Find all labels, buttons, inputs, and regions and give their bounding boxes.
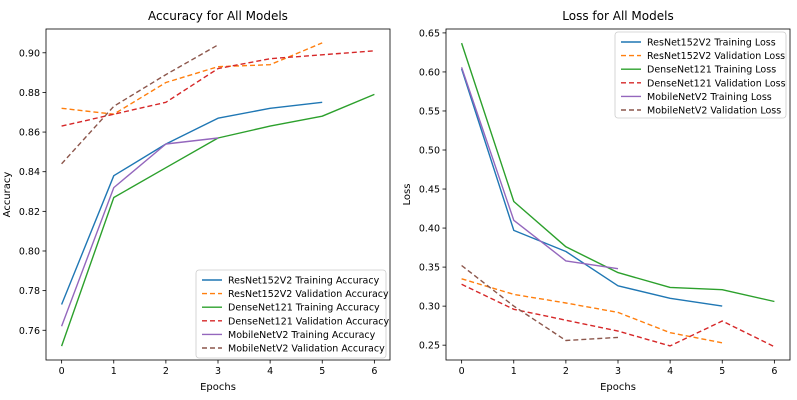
y-tick-label: 0.82 <box>19 207 40 218</box>
x-tick-label: 3 <box>215 366 221 377</box>
y-tick-label: 0.78 <box>19 286 40 297</box>
x-tick-label: 0 <box>459 366 465 377</box>
legend-box <box>195 269 387 359</box>
series-line-5 <box>61 44 219 165</box>
series-line-1 <box>61 42 323 115</box>
legend-label-1: ResNet152V2 Validation Accuracy <box>228 289 389 300</box>
legend-label-2: DenseNet121 Training Loss <box>647 65 776 76</box>
y-tick-label: 0.90 <box>19 48 40 59</box>
series-line-1 <box>461 278 723 344</box>
legend-label-4: MobileNetV2 Training Loss <box>647 92 772 103</box>
series-line-0 <box>60 101 323 305</box>
legend-label-1: ResNet152V2 Validation Loss <box>647 51 785 62</box>
y-tick-label: 0.25 <box>419 341 440 352</box>
x-tick-label: 4 <box>267 366 273 377</box>
x-tick-label: 3 <box>615 366 621 377</box>
legend-label-3: DenseNet121 Validation Loss <box>647 78 786 89</box>
series-line-3 <box>461 283 775 348</box>
x-tick-label: 1 <box>511 366 517 377</box>
loss-chart: Loss for All Models 0 1 2 3 4 5 6 0.25 0.30 0.35 0.… <box>402 9 791 393</box>
y-tick-label: 0.80 <box>19 246 40 257</box>
y-tick-label: 0.88 <box>19 88 40 99</box>
chart-title: Loss for All Models <box>562 9 673 23</box>
y-tick-label: 0.84 <box>19 167 40 178</box>
x-tick-label: 2 <box>163 366 169 377</box>
y-tick-label: 0.60 <box>419 67 440 78</box>
y-tick-label: 0.30 <box>419 302 440 313</box>
y-tick-label: 0.50 <box>419 146 440 157</box>
legend-label-0: ResNet152V2 Training Accuracy <box>228 276 380 287</box>
y-tick-label: 0.76 <box>19 326 40 337</box>
chart-title: Accuracy for All Models <box>148 9 288 23</box>
legend: ResNet152V2 Training Accuracy ResNet152V2… <box>195 269 389 359</box>
legend-box <box>614 31 787 119</box>
series-line-2 <box>460 42 775 303</box>
series-line-5 <box>461 264 619 342</box>
legend-label-3: DenseNet121 Validation Accuracy <box>228 316 389 327</box>
y-tick-label: 0.86 <box>19 128 40 139</box>
legend-label-5: MobileNetV2 Validation Accuracy <box>228 344 385 355</box>
y-tick-label: 0.45 <box>419 185 440 196</box>
accuracy-chart: Accuracy for All Models 0 1 2 3 4 5 6 0.76 0.78 0.… <box>2 9 391 393</box>
legend-label-0: ResNet152V2 Training Loss <box>647 38 776 49</box>
x-tick-label: 6 <box>371 366 377 377</box>
legend-label-4: MobileNetV2 Training Accuracy <box>228 330 376 341</box>
series-line-3 <box>61 50 375 127</box>
y-tick-label: 0.55 <box>419 106 440 117</box>
series-line-4 <box>60 137 219 327</box>
legend-label-2: DenseNet121 Training Accuracy <box>228 303 380 314</box>
x-axis-label: Epochs <box>600 382 636 393</box>
x-tick-label: 5 <box>319 366 325 377</box>
series-line-4 <box>460 67 619 270</box>
y-axis-label: Loss <box>402 184 413 206</box>
x-tick-label: 5 <box>719 366 725 377</box>
x-tick-label: 6 <box>771 366 777 377</box>
y-tick-label: 0.35 <box>419 263 440 274</box>
legend-label-5: MobileNetV2 Validation Loss <box>647 106 781 117</box>
y-tick-label: 0.40 <box>419 224 440 235</box>
y-tick-label: 0.65 <box>419 28 440 39</box>
series-line-0 <box>460 68 723 307</box>
x-axis-label: Epochs <box>200 382 236 393</box>
x-tick-label: 2 <box>563 366 569 377</box>
x-tick-label: 4 <box>667 366 673 377</box>
x-tick-label: 0 <box>59 366 65 377</box>
y-axis-label: Accuracy <box>2 172 13 218</box>
x-tick-label: 1 <box>111 366 117 377</box>
legend: ResNet152V2 Training Loss ResNet152V2 Val… <box>614 31 787 119</box>
